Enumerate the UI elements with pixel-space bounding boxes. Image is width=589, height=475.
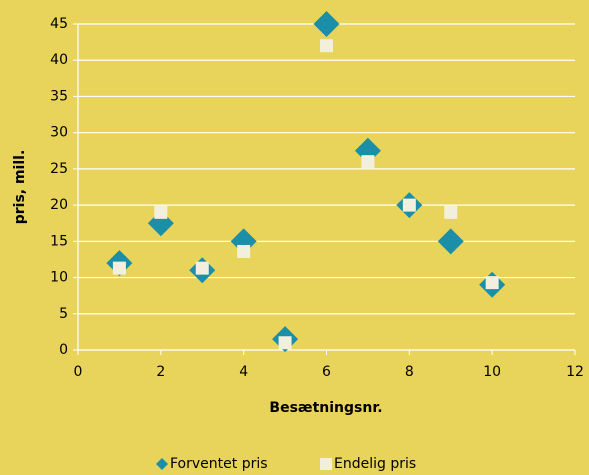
point — [437, 228, 464, 255]
x-tick-label: 6 — [322, 364, 331, 380]
point — [402, 198, 416, 212]
legend-marker — [320, 458, 332, 470]
y-tick-label: 5 — [59, 306, 68, 322]
point — [361, 155, 375, 169]
y-tick-label: 30 — [50, 125, 68, 141]
legend-label: Endelig pris — [334, 456, 416, 472]
point — [444, 205, 458, 219]
y-axis-label: pris, mill. — [12, 150, 28, 225]
point — [320, 39, 333, 53]
legend-marker — [156, 458, 168, 470]
y-tick-label: 25 — [50, 161, 68, 177]
point — [195, 261, 209, 275]
x-tick-label: 0 — [74, 364, 83, 380]
y-tick-label: 35 — [50, 88, 68, 104]
x-tick-label: 8 — [405, 364, 414, 380]
y-tick-label: 20 — [50, 197, 68, 213]
y-tick-label: 10 — [50, 270, 68, 286]
legend-label: Forventet pris — [170, 456, 268, 472]
y-tick-label: 15 — [50, 233, 68, 249]
point — [278, 336, 292, 350]
point — [112, 261, 126, 275]
x-tick-label: 2 — [156, 364, 165, 380]
y-tick-label: 40 — [50, 52, 68, 68]
point — [485, 276, 499, 290]
y-tick-label: 0 — [59, 342, 68, 358]
x-tick-label: 4 — [239, 364, 248, 380]
point — [237, 244, 251, 258]
point — [154, 205, 168, 219]
x-axis-label: Besætningsnr. — [269, 400, 382, 416]
x-tick-label: 12 — [566, 364, 584, 380]
point — [313, 11, 340, 37]
y-tick-label: 45 — [50, 16, 68, 32]
x-tick-label: 10 — [483, 364, 501, 380]
